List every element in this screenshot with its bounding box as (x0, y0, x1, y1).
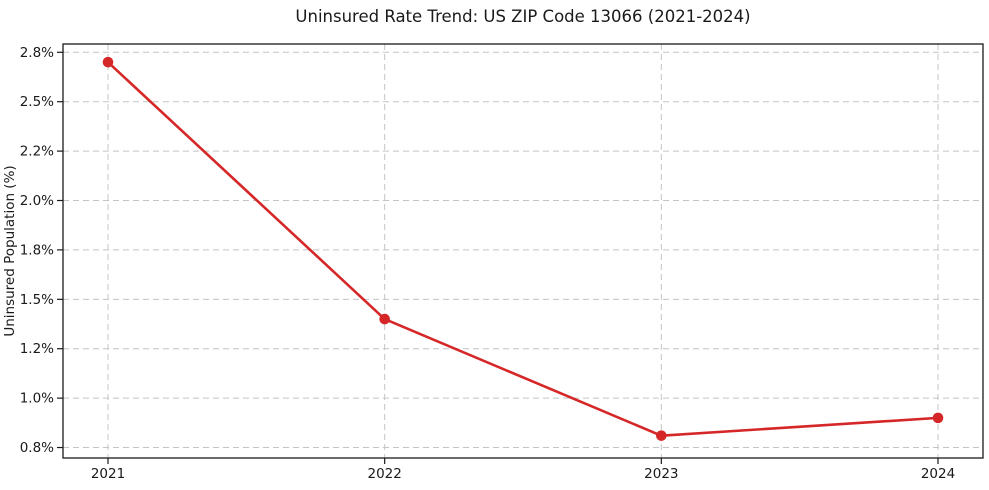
x-tick-label: 2023 (644, 466, 678, 482)
y-tick-label: 1.2% (20, 341, 54, 357)
gridlines (63, 44, 983, 458)
x-tick-label: 2024 (921, 466, 955, 482)
y-tick-label: 2.2% (20, 144, 54, 160)
y-tick-label: 1.5% (20, 292, 54, 308)
y-tick-label: 1.0% (20, 391, 54, 407)
data-series (102, 56, 944, 441)
y-tick-label: 0.8% (20, 440, 54, 456)
axis-ticks (57, 51, 939, 464)
chart-title: Uninsured Rate Trend: US ZIP Code 13066 … (295, 7, 750, 26)
data-point-marker-2024 (932, 412, 944, 424)
x-tick-label: 2022 (367, 466, 401, 482)
plot-border (62, 43, 984, 459)
data-point-marker-2021 (102, 56, 114, 68)
data-point-marker-2023 (656, 430, 667, 441)
data-point-marker-2022 (379, 313, 390, 325)
y-axis-label: Uninsured Population (%) (2, 165, 18, 336)
trend-line (106, 60, 940, 437)
y-tick-label: 1.8% (20, 242, 54, 258)
y-tick-label: 2.8% (20, 45, 54, 61)
y-tick-label: 2.5% (20, 94, 54, 110)
y-tick-label: 2.0% (20, 193, 54, 209)
axis-tick-labels: 0.8% 1.0% 1.2% 1.5% 1.8% 2.0% 2.2% 2.5% 2.8% 2021… (20, 45, 955, 482)
x-tick-label: 2021 (91, 466, 125, 482)
